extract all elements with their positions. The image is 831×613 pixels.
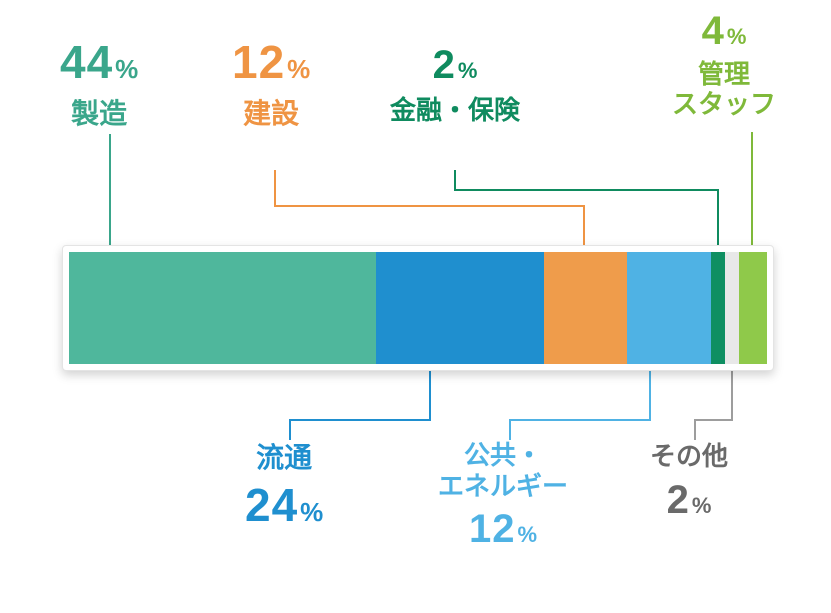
name-other: その他 (650, 440, 728, 473)
seg-manufacturing (69, 252, 376, 364)
label-construction: 12% 建設 (232, 34, 310, 131)
percent-unit: % (115, 54, 138, 84)
label-distribution: 流通 24% (245, 440, 323, 535)
chart-stage: 44% 製造 12% 建設 2% 金融・保険 4% 管理スタッフ 流通 2 4% … (0, 0, 831, 613)
stacked-bar (62, 245, 774, 371)
value-finance: 2 (433, 43, 456, 87)
seg-construction (544, 252, 628, 364)
label-finance: 2% 金融・保険 (390, 40, 520, 127)
seg-admin-staff (739, 252, 767, 364)
seg-finance (711, 252, 725, 364)
name-construction: 建設 (232, 96, 310, 131)
percent-unit: % (300, 497, 323, 527)
value-distribution: 24 (245, 479, 298, 531)
name-distribution: 流通 (245, 440, 323, 475)
percent-unit: % (692, 493, 712, 518)
label-public-energy: 公共・エネルギー 12% (438, 440, 568, 554)
value-manufacturing: 44 (60, 36, 113, 88)
percent-unit: % (727, 24, 747, 49)
name-public-energy: 公共・エネルギー (438, 440, 568, 502)
value-public-energy: 12 (469, 507, 516, 551)
value-construction: 12 (232, 36, 285, 88)
percent-unit: % (517, 522, 537, 547)
label-other: その他 2% (650, 440, 728, 525)
seg-distribution (376, 252, 544, 364)
percent-unit: % (458, 58, 478, 83)
label-admin-staff: 4% 管理スタッフ (672, 6, 776, 120)
seg-public-energy (627, 252, 711, 364)
value-other: 2 (667, 478, 690, 522)
label-manufacturing: 44% 製造 (60, 34, 138, 131)
name-manufacturing: 製造 (60, 96, 138, 131)
seg-other (725, 252, 739, 364)
name-admin-staff: 管理スタッフ (672, 60, 776, 120)
value-admin-staff: 4 (702, 9, 725, 53)
name-finance: 金融・保険 (390, 94, 520, 127)
percent-unit: % (287, 54, 310, 84)
